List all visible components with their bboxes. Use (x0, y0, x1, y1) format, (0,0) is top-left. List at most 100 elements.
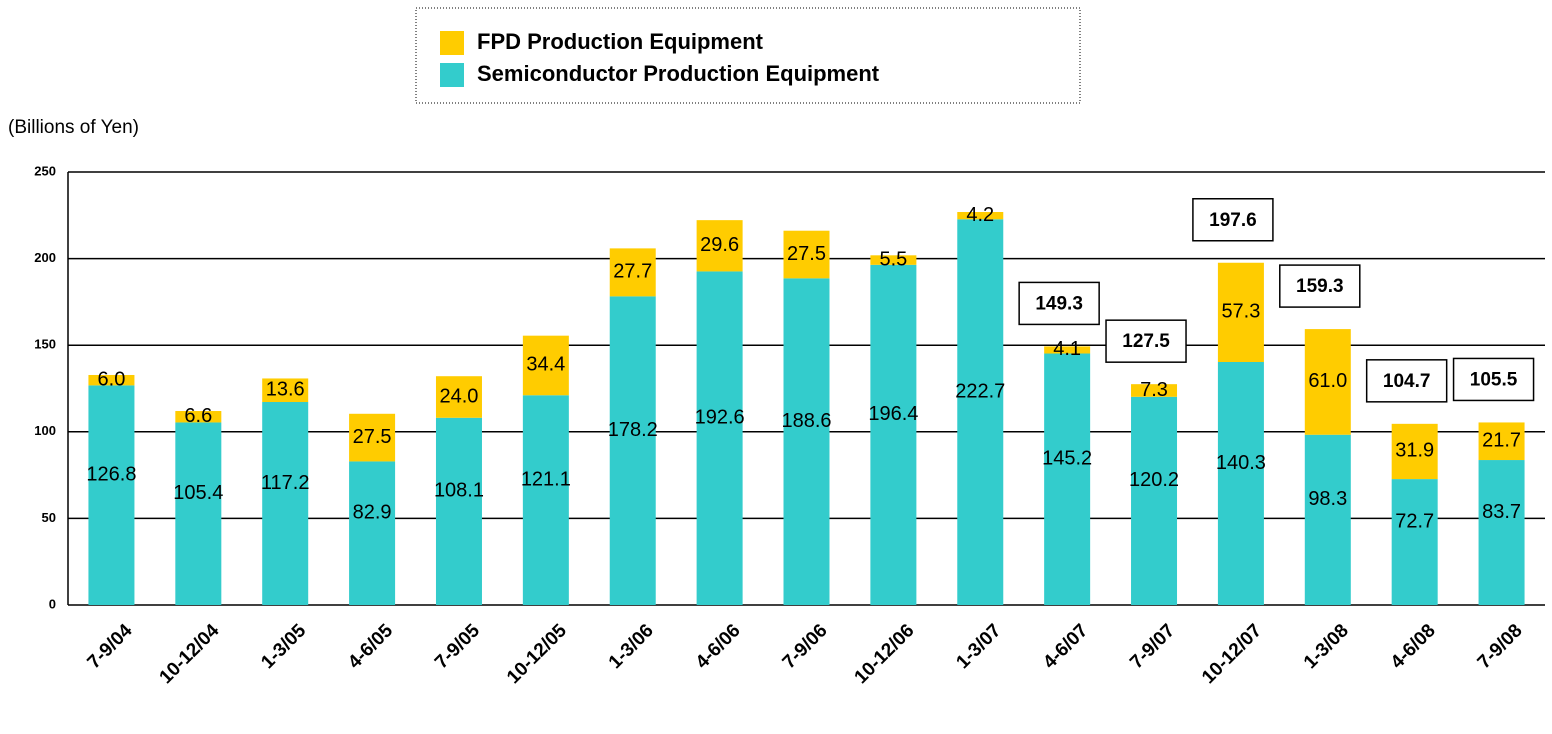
bar-segment (1131, 396, 1178, 605)
bar-segment (349, 413, 396, 462)
bar-segment (1217, 262, 1264, 363)
data-label: 140.3 (1216, 452, 1266, 474)
data-label: 21.7 (1482, 430, 1521, 452)
bar-segment (175, 422, 222, 605)
total-label: 149.3 (1035, 293, 1083, 314)
x-tick-label: 7-9/05 (431, 620, 484, 673)
data-label: 57.3 (1221, 301, 1260, 323)
data-label: 145.2 (1042, 448, 1092, 470)
bar-segment (88, 374, 135, 386)
x-tick-label: 7-9/08 (1474, 620, 1527, 673)
data-label: 188.6 (781, 410, 831, 432)
total-box (1018, 281, 1100, 326)
data-label: 222.7 (955, 380, 1005, 402)
total-box (1105, 319, 1187, 363)
data-label: 13.6 (266, 379, 305, 401)
legend-swatch (440, 63, 464, 87)
bar-segment (1304, 329, 1351, 435)
bar-segment (1044, 353, 1091, 605)
legend-swatch (440, 31, 464, 55)
x-tick-label: 1-3/06 (605, 620, 658, 673)
bar-segment (870, 255, 917, 265)
data-label: 4.2 (966, 204, 994, 226)
bar-segment (262, 402, 309, 605)
data-label: 27.5 (787, 243, 826, 265)
total-box (1452, 357, 1535, 402)
data-label: 6.6 (184, 405, 212, 427)
y-tick-label: 50 (42, 510, 56, 525)
bar-segment (783, 230, 830, 279)
total-label: 104.7 (1383, 371, 1431, 392)
bar-segment (435, 376, 482, 418)
data-label: 34.4 (526, 354, 565, 376)
bar-segment (1391, 479, 1438, 605)
bar-segment (1044, 346, 1091, 354)
x-tick-label: 10-12/07 (1198, 620, 1266, 688)
x-tick-label: 1-3/08 (1300, 620, 1353, 673)
y-tick-label: 200 (34, 250, 56, 265)
data-label: 98.3 (1308, 488, 1347, 510)
legend-label: Semiconductor Production Equipment (477, 61, 880, 86)
bar-segment (1391, 423, 1438, 480)
bar-segment (609, 248, 656, 297)
data-label: 29.6 (700, 234, 739, 256)
legend-box (415, 7, 1081, 104)
data-label: 192.6 (695, 406, 745, 428)
x-tick-label: 7-9/04 (84, 620, 137, 673)
bar-segment (696, 220, 743, 272)
x-tick-label: 4-6/05 (344, 620, 397, 673)
data-label: 117.2 (261, 472, 310, 494)
data-label: 178.2 (608, 419, 658, 441)
data-label: 6.0 (98, 368, 126, 390)
bar-segment (957, 212, 1004, 220)
bar-segment (696, 271, 743, 605)
total-label: 197.6 (1209, 210, 1257, 231)
total-box (1192, 198, 1274, 242)
bar-segment (435, 417, 482, 605)
bar-segment (1304, 434, 1351, 605)
total-box (1279, 264, 1361, 308)
y-tick-label: 250 (34, 163, 56, 178)
bar-segment (870, 264, 917, 605)
y-tick-label: 150 (34, 337, 56, 352)
y-tick-label: 100 (34, 423, 56, 438)
x-tick-label: 7-9/06 (779, 620, 832, 673)
bar-segment (609, 296, 656, 605)
data-label: 126.8 (86, 463, 136, 485)
total-label: 127.5 (1122, 331, 1170, 352)
data-label: 120.2 (1129, 469, 1179, 491)
bar-segment (1478, 422, 1525, 461)
data-label: 108.1 (434, 480, 484, 502)
x-tick-label: 4-6/06 (692, 620, 745, 673)
bar-segment (522, 395, 569, 605)
x-tick-label: 7-9/07 (1126, 620, 1179, 673)
data-label: 5.5 (879, 248, 907, 270)
data-label: 24.0 (440, 385, 479, 407)
legend-label: FPD Production Equipment (477, 29, 764, 54)
data-label: 82.9 (353, 501, 392, 523)
data-label: 4.1 (1053, 338, 1081, 360)
total-box (1365, 359, 1448, 403)
data-label: 105.4 (173, 482, 223, 504)
y-tick-label: 0 (49, 596, 56, 611)
data-label: 27.5 (353, 426, 392, 448)
y-axis-label: (Billions of Yen) (8, 117, 139, 138)
data-label: 27.7 (613, 261, 652, 283)
bar-segment (1478, 460, 1525, 605)
data-label: 121.1 (521, 468, 571, 490)
bar-segment (783, 278, 830, 605)
bar-segment (1131, 384, 1178, 397)
data-label: 196.4 (868, 403, 918, 425)
total-label: 159.3 (1296, 276, 1344, 297)
data-label: 7.3 (1140, 379, 1168, 401)
bar-segment (88, 385, 135, 605)
data-label: 61.0 (1308, 370, 1347, 392)
total-label: 105.5 (1470, 369, 1518, 390)
x-tick-label: 1-3/07 (952, 620, 1005, 673)
x-tick-label: 4-6/08 (1387, 620, 1440, 673)
x-tick-label: 1-3/05 (257, 620, 310, 673)
x-tick-label: 10-12/05 (503, 620, 571, 688)
data-label: 31.9 (1395, 440, 1434, 462)
bar-segment (957, 219, 1004, 605)
